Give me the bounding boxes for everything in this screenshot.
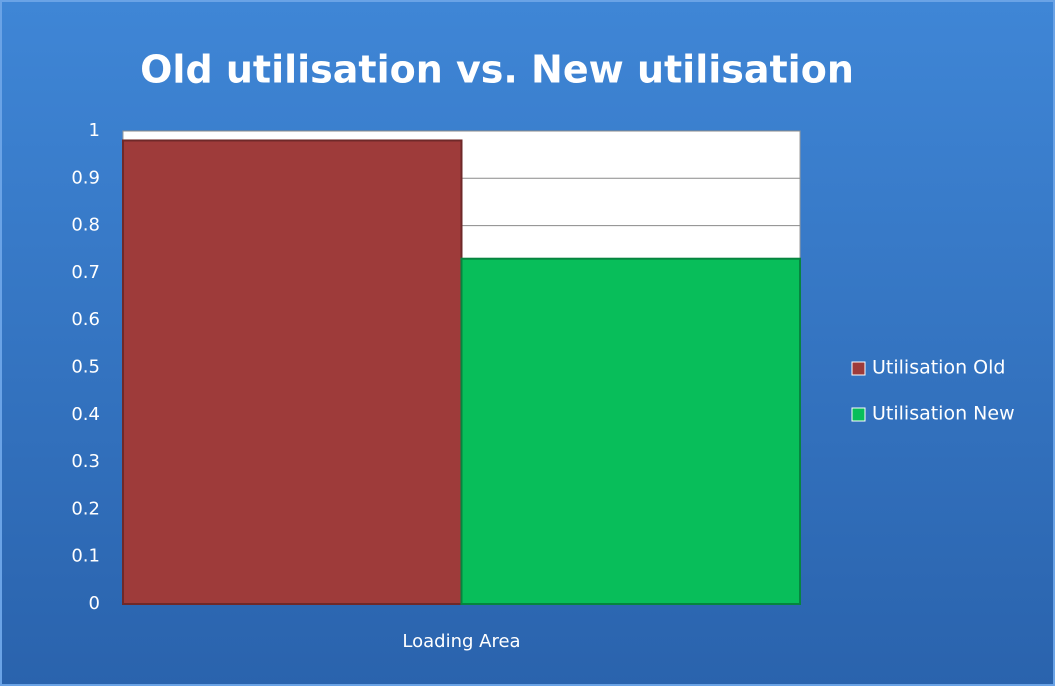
legend-swatch bbox=[851, 361, 866, 376]
y-tick-label: 0.6 bbox=[71, 309, 100, 330]
y-tick-label: 0.8 bbox=[71, 215, 100, 236]
x-tick-label: Loading Area bbox=[402, 631, 520, 652]
y-tick-label: 0.3 bbox=[71, 451, 100, 472]
y-tick-label: 0 bbox=[89, 593, 100, 614]
bar bbox=[122, 139, 463, 606]
y-tick-label: 0.9 bbox=[71, 167, 100, 188]
y-tick-label: 0.1 bbox=[71, 546, 100, 567]
y-tick-label: 0.2 bbox=[71, 498, 100, 519]
bar bbox=[460, 257, 801, 605]
y-tick-label: 0.5 bbox=[71, 357, 100, 378]
y-tick-label: 0.4 bbox=[71, 404, 100, 425]
chart-title: Old utilisation vs. New utilisation bbox=[140, 48, 854, 92]
legend-label: Utilisation Old bbox=[872, 357, 1005, 379]
legend-swatch bbox=[851, 407, 866, 422]
y-tick-label: 0.7 bbox=[71, 262, 100, 283]
y-tick-label: 1 bbox=[89, 120, 100, 141]
legend-label: Utilisation New bbox=[872, 403, 1015, 425]
